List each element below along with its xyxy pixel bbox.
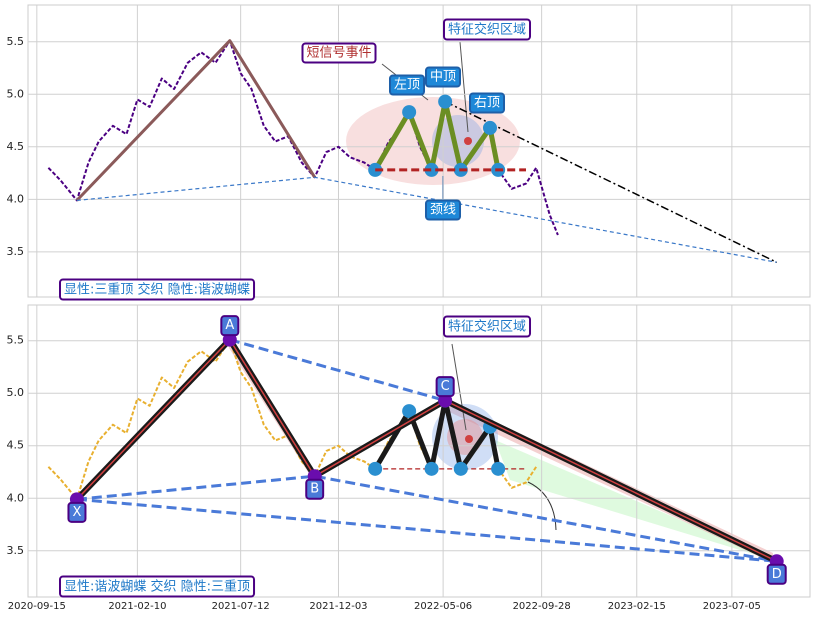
y-tick-label: 5.0: [7, 386, 25, 399]
marker: [402, 105, 417, 120]
annotation: B: [305, 478, 325, 500]
annotation: D: [766, 563, 787, 585]
annotation-box: [442, 315, 532, 338]
annotation-box: [435, 376, 455, 398]
annotation-text: 短信号事件: [306, 46, 371, 61]
annotation: 短信号事件: [301, 42, 377, 64]
dot: [465, 435, 473, 443]
region: [346, 97, 520, 185]
x-tick-label: 2022-05-06: [414, 601, 472, 612]
annotation-text: 颈线: [430, 203, 456, 218]
x-tick-label: 2021-02-10: [108, 601, 166, 612]
marker: [424, 461, 439, 476]
annotation-text: 显性:谐波蝴蝶 交织 隐性:三重顶: [64, 579, 250, 595]
x-tick-label: 2020-09-15: [8, 601, 66, 612]
annotation-box: [67, 501, 87, 523]
annotation-text: B: [310, 482, 319, 497]
annotation-box: [301, 42, 377, 64]
marker: [368, 461, 383, 476]
y-tick-label: 3.5: [7, 544, 25, 557]
plot-frame: [27, 304, 811, 598]
annotation-box: [220, 315, 240, 337]
annotation: 显性:谐波蝴蝶 交织 隐性:三重顶: [59, 575, 256, 598]
y-tick-label: 4.5: [7, 140, 25, 153]
annotation: 显性:三重顶 交织 隐性:谐波蝴蝶: [59, 278, 256, 301]
annotation-box: [468, 92, 506, 114]
annotation-text: 左顶: [394, 78, 420, 93]
x-tick-label: 2023-02-15: [608, 601, 666, 612]
marker: [482, 120, 497, 135]
annotation-box: [305, 478, 325, 500]
x-tick-label: 2021-07-12: [212, 601, 270, 612]
annotation: 特征交织区域: [442, 315, 532, 338]
annotation: 中顶: [424, 66, 462, 88]
y-tick-label: 4.5: [7, 439, 25, 452]
annotation-text: A: [225, 318, 234, 333]
series-line: [444, 100, 778, 263]
series-line: [76, 176, 777, 263]
marker: [453, 461, 468, 476]
y-tick-label: 5.5: [7, 35, 25, 48]
annotation-text: 显性:三重顶 交织 隐性:谐波蝴蝶: [64, 282, 250, 298]
annotation: 右顶: [468, 92, 506, 114]
marker: [402, 404, 417, 419]
annotation-box: [442, 18, 532, 41]
y-tick-label: 5.0: [7, 87, 25, 100]
annotation-box: [59, 278, 256, 301]
annotation-text: 特征交织区域: [448, 319, 526, 335]
dot: [464, 137, 472, 145]
annotation-box: [766, 563, 787, 585]
plot-frame: [27, 4, 811, 298]
series-line: [229, 338, 446, 403]
marker: [368, 162, 383, 177]
annotation-box: [59, 575, 256, 598]
annotation: 颈线: [424, 199, 462, 221]
x-tick-label: 2021-12-03: [309, 601, 367, 612]
annotation: 左顶: [388, 74, 426, 96]
series-line: [75, 39, 316, 202]
annotation-text: X: [72, 505, 81, 520]
marker: [438, 94, 453, 109]
annotation-text: C: [441, 379, 450, 394]
marker: [424, 162, 439, 177]
region: [495, 440, 773, 560]
arrow: [451, 343, 467, 431]
series-line: [76, 497, 777, 563]
marker: [491, 461, 506, 476]
annotation: 特征交织区域: [442, 18, 532, 41]
annotation-text: 右顶: [474, 96, 500, 111]
arrow: [459, 41, 469, 133]
y-tick-label: 4.0: [7, 491, 25, 504]
annotation-text: D: [772, 567, 782, 582]
x-tick-label: 2022-09-28: [513, 601, 571, 612]
y-tick-label: 5.5: [7, 334, 25, 347]
annotation-text: 特征交织区域: [448, 22, 526, 38]
annotation: C: [435, 376, 455, 398]
y-tick-label: 4.0: [7, 192, 25, 205]
annotation-text: 中顶: [430, 70, 456, 85]
series-line: [76, 474, 777, 563]
annotation-box: [388, 74, 426, 96]
annotation: X: [67, 501, 87, 523]
y-tick-label: 3.5: [7, 245, 25, 258]
annotation-box: [424, 199, 462, 221]
annotation: A: [220, 315, 240, 337]
x-tick-label: 2023-07-05: [703, 601, 761, 612]
arrow: [527, 481, 557, 531]
annotation-box: [424, 66, 462, 88]
